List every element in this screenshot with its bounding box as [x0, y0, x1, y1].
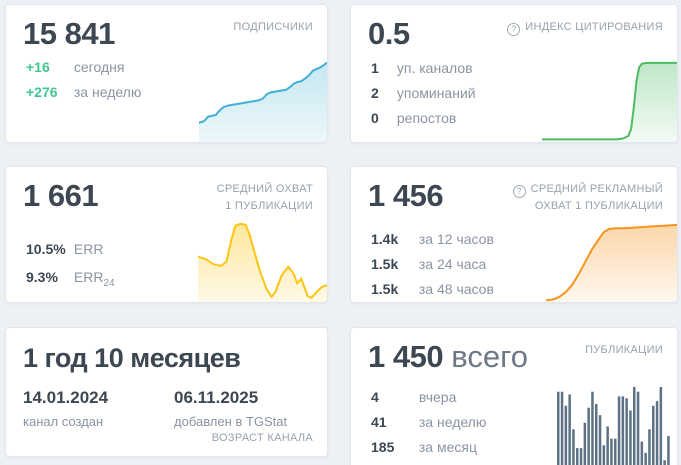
- avg-post-reach-card: 1 661 СРЕДНИЙ ОХВАТ 1 ПУБЛИКАЦИИ 10.5% E…: [5, 166, 328, 303]
- avg-ad-reach-card: 1 456 ? СРЕДНИЙ РЕКЛАМНЫЙ ОХВАТ 1 ПУБЛИКА…: [350, 166, 678, 303]
- stat-row: +276 за неделю: [26, 84, 141, 100]
- stat-label: уп. каналов: [396, 60, 473, 76]
- title-line: СРЕДНИЙ ОХВАТ: [216, 183, 313, 195]
- created-date: 14.01.2024: [23, 388, 109, 407]
- stat-label: ERR24: [73, 269, 115, 289]
- publications-card-title: ПУБЛИКАЦИИ: [585, 344, 663, 356]
- publications-count: 1 450: [368, 339, 444, 374]
- stat-label: сегодня: [73, 59, 125, 75]
- stat-value: 0: [371, 110, 379, 126]
- subscribers-card: 15 841 ПОДПИСЧИКИ +16 сегодня +276 за не…: [5, 4, 328, 143]
- stat-label: ERR: [73, 241, 104, 257]
- stat-label: упоминаний: [396, 85, 476, 101]
- title-text: СРЕДНИЙ РЕКЛАМНЫЙ: [530, 183, 663, 195]
- title-line: ? СРЕДНИЙ РЕКЛАМНЫЙ: [512, 181, 663, 198]
- stat-label: вчера: [418, 389, 457, 405]
- help-icon[interactable]: ?: [512, 185, 526, 198]
- stat-value: 1.4k: [371, 231, 399, 247]
- stat-value: 10.5%: [26, 241, 66, 257]
- stat-row: +16 сегодня: [26, 59, 141, 75]
- stat-value: 9.3%: [26, 269, 58, 285]
- stat-row: 41 за неделю: [371, 414, 486, 430]
- citation-index-card-title: ? ИНДЕКС ЦИТИРОВАНИЯ: [507, 19, 663, 36]
- citation-sparkline-chart: [542, 55, 677, 142]
- avg-post-reach-value: 1 661: [23, 178, 99, 213]
- channel-dates: 14.01.2024 канал создан 06.11.2025 добав…: [23, 388, 325, 429]
- channel-age-card-title: ВОЗРАСТ КАНАЛА: [211, 431, 313, 444]
- stat-row: 185 за месяц: [371, 439, 486, 455]
- stat-label: за месяц: [418, 439, 477, 455]
- ad-reach-sparkline-chart: [546, 220, 677, 302]
- created-date-block: 14.01.2024 канал создан: [23, 388, 174, 429]
- stat-label: за неделю: [418, 414, 487, 430]
- subscribers-count: 15 841: [23, 16, 115, 51]
- subscribers-sparkline-chart: [199, 55, 327, 142]
- avg-ad-reach-value: 1 456: [368, 178, 444, 213]
- avg-ad-reach-card-title: ? СРЕДНИЙ РЕКЛАМНЫЙ ОХВАТ 1 ПУБЛИКАЦИИ: [512, 181, 663, 215]
- avg-post-reach-card-title: СРЕДНИЙ ОХВАТ 1 ПУБЛИКАЦИИ: [217, 181, 313, 214]
- stat-row: 1.5k за 24 часа: [371, 256, 494, 272]
- title-line: ОХВАТ 1 ПУБЛИКАЦИИ: [534, 200, 663, 212]
- stat-value: 41: [371, 414, 387, 430]
- publications-stats: 4 вчера 41 за неделю 185 за месяц: [371, 389, 486, 464]
- stat-row: 1.4k за 12 часов: [371, 231, 494, 247]
- stat-value: 185: [371, 439, 395, 455]
- stat-row: 0 репостов: [371, 110, 476, 126]
- stat-label: за 48 часов: [418, 281, 494, 297]
- publications-bar-chart: [557, 387, 671, 465]
- added-date: 06.11.2025: [174, 388, 259, 407]
- help-icon[interactable]: ?: [507, 23, 521, 36]
- stat-row: 1.5k за 48 часов: [371, 281, 494, 297]
- subscribers-card-title: ПОДПИСЧИКИ: [233, 21, 313, 33]
- stat-row: 10.5% ERR: [26, 241, 115, 257]
- channel-age-card: 1 год 10 месяцев 14.01.2024 канал создан…: [5, 327, 328, 457]
- stat-label: репостов: [396, 110, 457, 126]
- title-line: 1 ПУБЛИКАЦИИ: [225, 199, 313, 212]
- stat-value: +16: [26, 59, 50, 75]
- err-stats: 10.5% ERR 9.3% ERR24: [26, 241, 115, 301]
- title-text: ИНДЕКС ЦИТИРОВАНИЯ: [525, 21, 663, 33]
- avg-reach-sparkline-chart: [198, 218, 327, 302]
- stat-value: 1.5k: [371, 281, 399, 297]
- added-date-block: 06.11.2025 добавлен в TGStat: [174, 388, 325, 429]
- stat-label: за 12 часов: [418, 231, 494, 247]
- citation-index-card: 0.5 ? ИНДЕКС ЦИТИРОВАНИЯ 1 уп. каналов 2 …: [350, 4, 678, 143]
- added-date-label: добавлен в TGStat: [174, 414, 288, 429]
- citation-index-value: 0.5: [368, 16, 410, 51]
- stat-row: 4 вчера: [371, 389, 486, 405]
- stat-row: 2 упоминаний: [371, 85, 476, 101]
- stat-value: 2: [371, 85, 379, 101]
- channel-age-value: 1 год 10 месяцев: [23, 343, 241, 373]
- stat-value: +276: [26, 84, 58, 100]
- stat-label: за 24 часа: [418, 256, 487, 272]
- publications-count-suffix: всего: [451, 339, 528, 374]
- stat-row: 1 уп. каналов: [371, 60, 476, 76]
- ad-reach-stats: 1.4k за 12 часов 1.5k за 24 часа 1.5k за…: [371, 231, 494, 302]
- stat-value: 1.5k: [371, 256, 399, 272]
- err-label: ERR: [73, 269, 104, 285]
- created-date-label: канал создан: [23, 414, 104, 429]
- stat-row: 9.3% ERR24: [26, 269, 115, 289]
- publications-card: 1 450 всего ПУБЛИКАЦИИ 4 вчера 41 за нед…: [350, 327, 678, 465]
- stat-value: 1: [371, 60, 379, 76]
- err-label-subscript: 24: [103, 277, 115, 289]
- stat-label: за неделю: [73, 84, 142, 100]
- subscribers-stats: +16 сегодня +276 за неделю: [26, 59, 141, 109]
- citation-stats: 1 уп. каналов 2 упоминаний 0 репостов: [371, 60, 476, 135]
- stat-value: 4: [371, 389, 379, 405]
- publications-total: 1 450 всего: [368, 339, 528, 375]
